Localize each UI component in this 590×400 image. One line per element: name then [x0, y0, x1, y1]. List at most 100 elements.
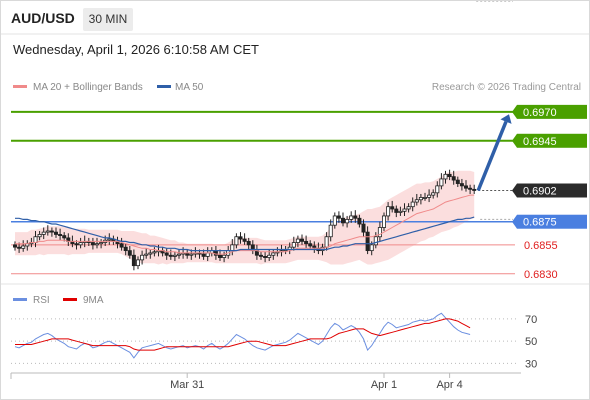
- candle: [459, 178, 464, 191]
- current-price-tag-pointer: [512, 183, 517, 198]
- candle-body: [455, 179, 460, 184]
- legend-rsi-swatch: [13, 298, 27, 301]
- candle: [336, 211, 341, 223]
- candle: [345, 215, 350, 228]
- candlesticks: [12, 169, 477, 271]
- candle-body: [205, 252, 210, 257]
- candle-body: [189, 253, 194, 256]
- candle: [201, 249, 206, 260]
- candle-body: [431, 192, 436, 196]
- candle-body: [172, 254, 177, 257]
- candle: [95, 237, 100, 249]
- candle: [299, 234, 304, 245]
- candle: [410, 197, 415, 212]
- candle: [152, 247, 157, 257]
- candle-body: [234, 236, 239, 246]
- candle-body: [144, 253, 149, 256]
- legend-9ma-label: 9MA: [83, 295, 104, 306]
- candle: [472, 184, 477, 194]
- candle-body: [398, 210, 403, 213]
- rsi-tick-30: 30: [525, 358, 537, 370]
- candle: [54, 227, 59, 238]
- candle-body: [373, 236, 378, 246]
- candle: [78, 237, 83, 249]
- candle-body: [217, 254, 222, 258]
- level-tag-0.6970: [517, 104, 587, 119]
- candle-body: [230, 244, 235, 252]
- candle-body: [304, 240, 309, 245]
- candle: [263, 251, 268, 263]
- candle: [418, 193, 423, 205]
- level-label-0.6855: 0.6855: [524, 240, 558, 252]
- level-label-0.6945: 0.6945: [523, 136, 557, 148]
- candle: [386, 202, 391, 221]
- candle-body: [340, 217, 345, 224]
- candle-body: [131, 254, 136, 267]
- ma20-line: [15, 194, 475, 255]
- candle: [172, 251, 177, 262]
- candle-body: [406, 206, 411, 210]
- candle: [394, 205, 399, 218]
- candle: [258, 251, 263, 260]
- datetime-label: Wednesday, April 1, 2026 6:10:58 AM CET: [13, 42, 259, 57]
- candle: [390, 200, 395, 213]
- candle: [49, 227, 54, 237]
- candle-body: [152, 251, 157, 254]
- level-tag-0.6875: [517, 214, 587, 229]
- candle-body: [459, 183, 464, 187]
- candle-body: [435, 185, 440, 194]
- candle-body: [58, 234, 63, 236]
- candle: [189, 249, 194, 260]
- candle-body: [377, 227, 382, 238]
- forecast-arrow-head: [500, 114, 512, 124]
- candle: [99, 239, 104, 249]
- candle-body: [62, 235, 67, 239]
- candle-body: [258, 254, 263, 257]
- candle: [455, 176, 460, 188]
- current-price-label: 0.6902: [523, 186, 557, 198]
- candle-body: [49, 230, 54, 233]
- candle: [131, 249, 136, 271]
- symbol-title: AUD/USD: [11, 10, 75, 26]
- candle: [365, 226, 370, 255]
- candle: [402, 203, 407, 216]
- candle: [291, 236, 296, 251]
- level-label-0.6830: 0.6830: [524, 269, 558, 281]
- candle: [373, 232, 378, 249]
- candle-body: [263, 256, 268, 258]
- candle-body: [271, 252, 276, 256]
- candle-body: [176, 253, 181, 256]
- candle-body: [365, 231, 370, 252]
- candle: [357, 214, 362, 228]
- candle-body: [123, 246, 128, 252]
- candle-body: [381, 215, 386, 228]
- rsi-tick-50: 50: [525, 336, 537, 348]
- candle: [340, 212, 345, 227]
- candle-body: [33, 236, 38, 243]
- candle: [234, 233, 239, 249]
- legend-9ma-swatch: [63, 298, 77, 301]
- candle: [41, 227, 46, 240]
- candle-body: [353, 215, 358, 219]
- time-tick-label: Apr 1: [371, 379, 397, 391]
- candle: [37, 230, 42, 241]
- candle: [144, 248, 149, 259]
- candle-body: [168, 254, 173, 257]
- candle-body: [99, 242, 104, 245]
- candle: [168, 249, 173, 260]
- candle-body: [295, 238, 300, 243]
- candle-body: [95, 243, 100, 246]
- candle: [123, 243, 128, 256]
- level-tag-0.6945: [517, 133, 587, 148]
- rsi-tick-70: 70: [525, 314, 537, 326]
- bollinger-band-area: [15, 170, 475, 265]
- candle: [381, 212, 386, 231]
- candle: [304, 235, 309, 249]
- candle-body: [140, 254, 145, 261]
- candle: [406, 203, 411, 213]
- timeframe-badge[interactable]: 30 MIN: [83, 8, 133, 31]
- candle: [246, 237, 251, 250]
- candle: [217, 249, 222, 262]
- ma50-line: [15, 216, 475, 252]
